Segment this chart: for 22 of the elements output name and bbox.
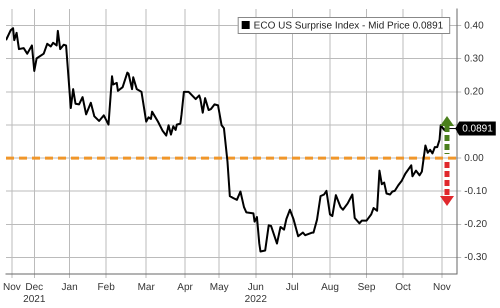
y-tick-label: 0.00 [464,152,484,164]
x-tick-label: Nov [2,282,21,293]
y-tick-label: -0.10 [464,186,488,197]
legend-label: ECO US Surprise Index - Mid Price 0.0891 [254,20,444,32]
x-tick-label: May [210,282,229,293]
x-tick-label: Jul [286,282,299,293]
x-tick-label: Dec 2021 [23,282,46,305]
annotation: 0.0891 [462,123,494,134]
x-tick-label: Jan [62,282,78,293]
x-tick-label: Feb [98,282,116,293]
y-tick-label: 0.40 [464,20,484,32]
y-tick-label: 0.30 [464,53,484,64]
x-tick-label: Nov [432,282,451,293]
x-tick-label: Oct [395,282,412,293]
y-tick-label: 0.20 [464,86,484,98]
x-tick-label: Aug [321,282,339,293]
x-tick-label: Mar [138,282,156,293]
y-tick-label: -0.30 [464,252,488,264]
x-tick-label: Jun 2022 [244,282,268,305]
x-tick-label: Apr [177,282,194,293]
x-tick-label: Sep [358,282,376,293]
y-tick-label: -0.20 [464,219,488,230]
